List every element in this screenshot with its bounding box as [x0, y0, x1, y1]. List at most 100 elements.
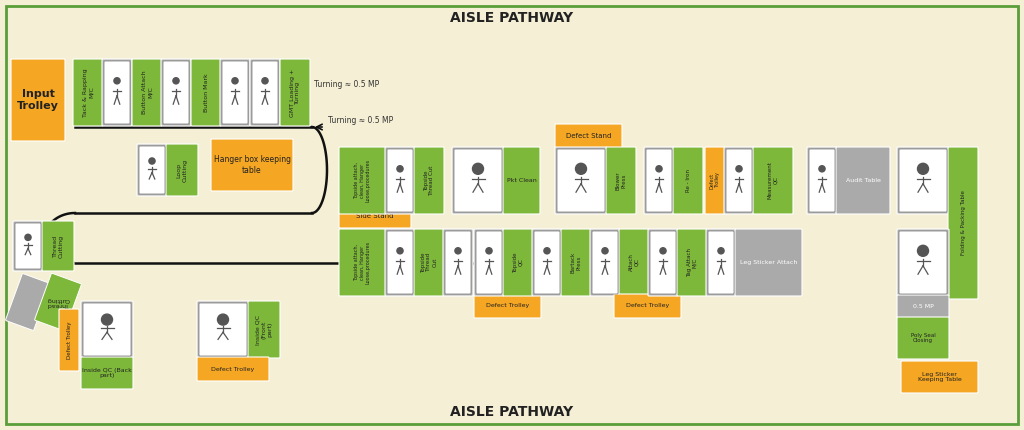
Circle shape [544, 248, 550, 254]
FancyBboxPatch shape [280, 59, 310, 126]
Text: Button Attach
M/C: Button Attach M/C [141, 71, 153, 114]
Circle shape [173, 78, 179, 84]
FancyBboxPatch shape [901, 361, 978, 393]
FancyBboxPatch shape [706, 229, 736, 296]
FancyBboxPatch shape [339, 229, 386, 296]
FancyBboxPatch shape [252, 61, 278, 124]
FancyBboxPatch shape [81, 301, 133, 358]
FancyBboxPatch shape [11, 59, 65, 141]
Text: Inside QC
(Front
part): Inside QC (Front part) [256, 314, 272, 344]
FancyBboxPatch shape [385, 147, 415, 214]
Circle shape [148, 158, 155, 164]
Text: Topside attach,
clean, Hanger
Loose,procedures: Topside attach, clean, Hanger Loose,proc… [354, 159, 371, 202]
Text: Defect Trolley: Defect Trolley [211, 366, 255, 372]
FancyBboxPatch shape [650, 231, 676, 294]
FancyBboxPatch shape [163, 61, 189, 124]
FancyBboxPatch shape [948, 147, 978, 299]
FancyBboxPatch shape [897, 229, 949, 296]
FancyBboxPatch shape [166, 144, 198, 196]
Circle shape [602, 248, 608, 254]
FancyBboxPatch shape [13, 221, 43, 271]
Circle shape [455, 248, 461, 254]
FancyBboxPatch shape [59, 309, 79, 371]
Text: Leg Sticker
Keeping Table: Leg Sticker Keeping Table [918, 372, 962, 382]
Text: Input
Trolley: Input Trolley [17, 89, 59, 111]
Circle shape [819, 166, 825, 172]
FancyBboxPatch shape [197, 357, 269, 381]
FancyBboxPatch shape [836, 147, 890, 214]
Circle shape [656, 166, 663, 172]
FancyBboxPatch shape [161, 59, 191, 126]
Circle shape [472, 163, 483, 174]
FancyBboxPatch shape [454, 149, 502, 212]
Text: Blower
Press: Blower Press [615, 171, 627, 190]
Text: Topside attach,
clean, Hanger
Loose,procedures: Topside attach, clean, Hanger Loose,proc… [354, 241, 371, 284]
FancyBboxPatch shape [385, 229, 415, 296]
FancyBboxPatch shape [474, 294, 541, 318]
Circle shape [718, 248, 724, 254]
Text: Thread
Cutting: Thread Cutting [46, 297, 70, 307]
Circle shape [101, 314, 113, 325]
Circle shape [397, 248, 403, 254]
FancyBboxPatch shape [42, 221, 74, 271]
FancyBboxPatch shape [220, 59, 250, 126]
Circle shape [25, 234, 31, 240]
Text: Audit Table: Audit Table [846, 178, 881, 183]
FancyBboxPatch shape [83, 303, 131, 356]
Text: Button Mark: Button Mark [204, 73, 209, 112]
FancyBboxPatch shape [452, 147, 504, 214]
FancyBboxPatch shape [897, 317, 949, 359]
FancyBboxPatch shape [139, 146, 165, 194]
FancyBboxPatch shape [414, 229, 444, 296]
FancyBboxPatch shape [211, 139, 293, 191]
FancyBboxPatch shape [534, 231, 560, 294]
FancyBboxPatch shape [339, 204, 411, 228]
FancyBboxPatch shape [222, 61, 248, 124]
Text: Attach
QC: Attach QC [629, 254, 639, 271]
FancyBboxPatch shape [590, 229, 620, 296]
Text: Folding & Packing Table: Folding & Packing Table [961, 190, 966, 255]
FancyBboxPatch shape [199, 303, 247, 356]
Text: Defect
Trolley: Defect Trolley [710, 172, 721, 189]
FancyBboxPatch shape [897, 295, 949, 319]
FancyBboxPatch shape [532, 229, 562, 296]
Text: Topside
Thread
Cut: Topside Thread Cut [421, 252, 437, 273]
Text: GMT Loading +
Turning: GMT Loading + Turning [290, 68, 300, 117]
FancyBboxPatch shape [592, 231, 618, 294]
Text: Tack & Rapping
M/C: Tack & Rapping M/C [83, 68, 93, 117]
FancyBboxPatch shape [476, 231, 502, 294]
Text: Turning ≈ 0.5 MP: Turning ≈ 0.5 MP [328, 116, 393, 125]
FancyBboxPatch shape [474, 229, 504, 296]
FancyBboxPatch shape [191, 59, 221, 126]
FancyBboxPatch shape [753, 147, 793, 214]
FancyBboxPatch shape [899, 149, 947, 212]
FancyBboxPatch shape [648, 229, 678, 296]
Circle shape [231, 78, 239, 84]
FancyBboxPatch shape [724, 147, 754, 214]
Text: Poly Seal
Closing: Poly Seal Closing [910, 332, 935, 344]
FancyBboxPatch shape [557, 149, 605, 212]
Text: Defect Trolley: Defect Trolley [67, 321, 72, 359]
Text: Defect Trolley: Defect Trolley [626, 304, 669, 308]
Text: Hanger box keeping
table: Hanger box keeping table [213, 155, 291, 175]
Text: Turning ≈ 0.5 MP: Turning ≈ 0.5 MP [314, 80, 379, 89]
FancyBboxPatch shape [15, 223, 41, 269]
FancyBboxPatch shape [708, 231, 734, 294]
FancyBboxPatch shape [132, 59, 162, 126]
FancyBboxPatch shape [555, 124, 622, 148]
FancyBboxPatch shape [726, 149, 752, 212]
Text: Topside
Thread Cut: Topside Thread Cut [424, 165, 434, 196]
FancyBboxPatch shape [503, 147, 540, 214]
FancyBboxPatch shape [197, 301, 249, 358]
FancyBboxPatch shape [445, 231, 471, 294]
FancyBboxPatch shape [81, 357, 133, 389]
FancyBboxPatch shape [248, 301, 280, 358]
FancyBboxPatch shape [73, 59, 103, 126]
FancyBboxPatch shape [5, 273, 50, 330]
FancyBboxPatch shape [673, 147, 703, 214]
FancyBboxPatch shape [807, 147, 837, 214]
Text: AISLE PATHWAY: AISLE PATHWAY [451, 11, 573, 25]
Text: AISLE PATHWAY: AISLE PATHWAY [451, 405, 573, 419]
Text: Side Stand: Side Stand [356, 213, 394, 219]
FancyBboxPatch shape [387, 231, 413, 294]
